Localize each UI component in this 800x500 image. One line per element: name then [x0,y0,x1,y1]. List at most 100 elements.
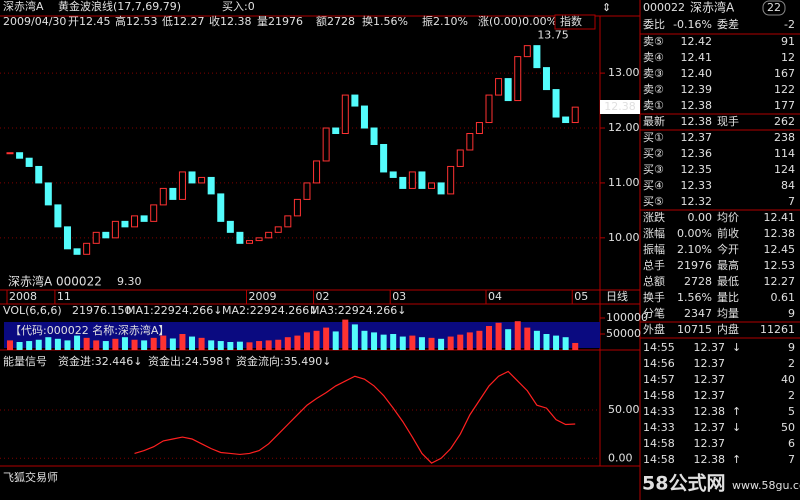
sell-price: 12.42 [681,35,713,48]
volume-bar [265,340,272,350]
tick-price: 12.38 [694,405,726,418]
volume-bar [562,337,569,350]
stat-value: 1.56% [677,291,712,304]
volume-bar [141,340,148,350]
index-button-label[interactable]: 指数 [560,14,582,28]
volume-bar [131,339,138,350]
value: -2 [784,18,795,31]
label: 最新 [643,114,665,128]
sell-volume: 177 [774,99,795,112]
candle [159,187,167,206]
volume-bar [45,337,52,350]
tick-price: 12.37 [694,421,726,434]
candle [514,56,522,102]
tick-volume: 5 [788,405,795,418]
volume-box-text: 【代码:000022 名称:深赤湾A】 [10,323,169,337]
candle [351,94,359,107]
volume-bar [399,336,406,350]
buy-volume: 114 [774,147,795,160]
tick-time: 14:58 [643,453,675,466]
volume-bar [189,336,196,350]
index-button[interactable] [554,14,596,30]
candle [226,220,234,233]
tick-time: 14:57 [643,373,675,386]
sell-level: 卖⑤ [643,35,664,48]
badge [762,0,786,16]
sell-price: 12.38 [681,99,713,112]
tick-volume: 9 [788,341,795,354]
tick-arrow: ↓ [732,421,741,434]
stat-value: 2.10% [677,243,712,256]
volume-bar [323,327,330,350]
peak-label: 13.75 [537,29,569,42]
volume-bar [208,340,215,350]
value: 11261 [760,323,795,336]
volume-bar [35,339,42,350]
volume-bar [160,335,167,350]
candle [447,165,455,195]
stat-value: 9 [788,307,795,320]
volume-bar [351,324,358,350]
volume-bar [217,341,224,350]
watermark: 58公式网 [642,472,725,495]
volume-bar [361,330,368,350]
volume-bar [332,331,339,350]
sell-volume: 91 [781,35,795,48]
candle [246,240,253,244]
stat-label: 涨跌 [643,210,665,224]
candle [466,133,474,151]
stat-label: 最高 [717,258,739,272]
stat-label: 量比 [717,291,739,304]
candle [332,127,340,135]
candle [150,204,158,222]
info-turnover: 换1.56% [362,14,408,28]
info-close: 收12.38 [209,14,252,28]
y-tick-label: 50.00 [608,403,640,416]
buy-level: 买④ [643,179,664,192]
y-tick-label: 13.00 [608,66,640,79]
volume-bar [16,342,23,350]
candle [360,105,368,129]
volume-bar [303,332,310,350]
candle [25,157,33,167]
current-price-tag [600,100,640,114]
app-name: 飞狐交易师 [3,470,58,484]
buy-volume: 84 [781,179,795,192]
candle [437,182,445,195]
candle [63,226,71,250]
volume-bar [54,338,61,350]
candle [485,94,493,124]
volume-bar [505,329,512,350]
candle [35,165,43,184]
candle [571,106,579,124]
tick-volume: 6 [788,437,795,450]
volume-bar [466,332,473,350]
volume-bar [390,334,397,350]
tick-arrow: ↑ [732,453,741,466]
info-low: 低12.27 [162,15,205,28]
volume-bar [418,337,425,350]
sell-level: 卖④ [643,51,664,64]
toggle-icon[interactable]: ⇕ [602,1,611,14]
candle [92,231,100,244]
buy-volume: 7 [788,195,795,208]
value: 10715 [677,323,712,336]
volume-bar [179,334,186,350]
stat-label: 振幅 [643,242,665,256]
volume-bar [246,342,253,350]
quote-name: 深赤湾A [690,0,735,15]
volume-bar [169,338,176,350]
volume-stat: MA2:22924.266↓ [222,304,318,317]
label: 外盘 [643,322,665,336]
candle [44,182,52,206]
indicator-stat: 资金流向:35.490↓ [236,354,331,368]
signal: 买入:0 [222,0,255,13]
candle [16,152,24,159]
candle [380,143,388,173]
tick-arrow: ↑ [732,405,741,418]
candle [389,171,397,178]
volume-bar [64,340,71,350]
volume-bar [572,342,579,350]
y-tick-label: 50000 [606,327,641,340]
